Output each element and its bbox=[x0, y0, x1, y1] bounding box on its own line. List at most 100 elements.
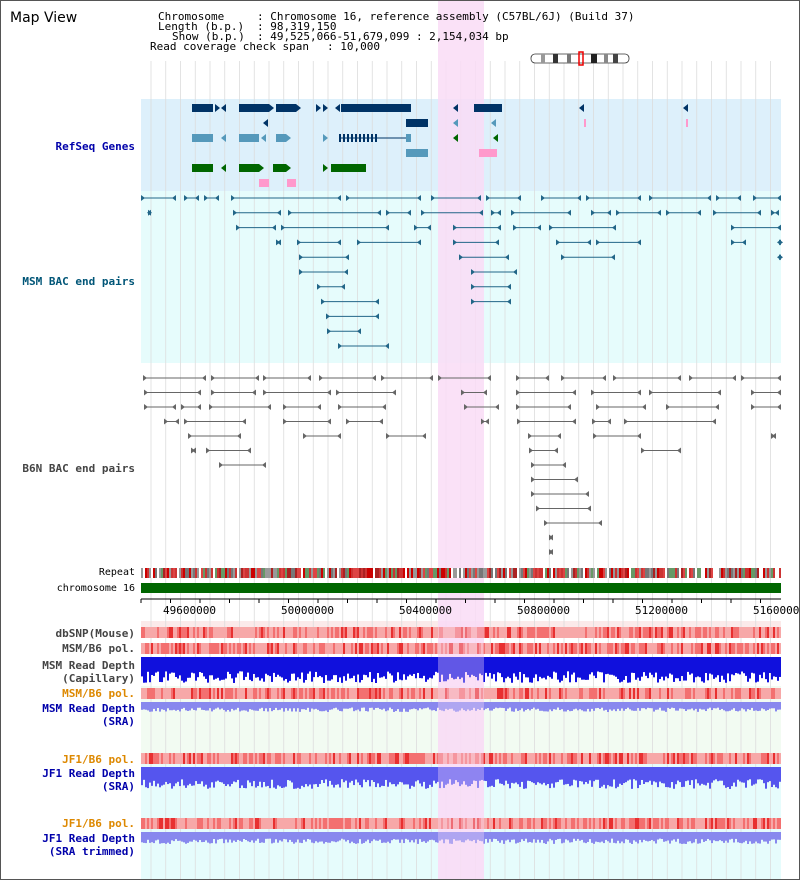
jf1-pol-heat bbox=[143, 753, 145, 764]
repeat-segment bbox=[659, 568, 661, 578]
dbsnp-heat bbox=[559, 627, 561, 638]
jf1-pol-heat bbox=[483, 753, 485, 764]
jf1-pol2-heat bbox=[547, 818, 549, 829]
jf1-pol2-heat bbox=[179, 818, 181, 829]
msm-pol-heat bbox=[309, 643, 311, 654]
jf1-pol-heat bbox=[435, 753, 437, 764]
msm-pol2-heat bbox=[251, 688, 253, 699]
msm-pol2-heat bbox=[619, 688, 621, 699]
msm-bac-pair-end bbox=[471, 298, 475, 305]
msm-sra-depth bbox=[407, 702, 409, 712]
jf1-pol2-heat bbox=[433, 818, 435, 829]
repeat-segment bbox=[177, 568, 179, 578]
repeat-segment bbox=[529, 568, 531, 578]
msm-sra-depth bbox=[339, 702, 341, 712]
jf1-sra-depth bbox=[545, 767, 547, 786]
repeat-segment bbox=[175, 568, 177, 578]
msm-pol2-heat bbox=[321, 688, 323, 699]
msm-pol2-heat bbox=[373, 688, 375, 699]
msm-pol2-heat bbox=[599, 688, 601, 699]
msm-pol2-heat bbox=[377, 688, 379, 699]
msm-capillary-depth bbox=[147, 657, 149, 672]
b6n-bac-pair-end bbox=[211, 375, 215, 381]
msm-capillary-depth bbox=[759, 657, 761, 675]
msm-capillary-depth bbox=[639, 657, 641, 681]
dbsnp-heat bbox=[313, 627, 315, 638]
dbsnp-heat bbox=[761, 627, 763, 638]
msm-pol-heat bbox=[301, 643, 303, 654]
track-label-msm-bac: MSM BAC end pairs bbox=[22, 275, 135, 288]
ideogram-band bbox=[553, 54, 558, 63]
msm-capillary-depth bbox=[305, 657, 307, 680]
jf1-pol2-heat bbox=[499, 818, 501, 829]
msm-bac-pair-end bbox=[147, 209, 151, 216]
msm-pol-heat bbox=[169, 643, 171, 654]
jf1-trimmed-depth bbox=[479, 832, 481, 841]
msm-pol2-heat bbox=[471, 688, 473, 699]
b6n-bac-pair-end bbox=[751, 404, 755, 410]
jf1-pol2-heat bbox=[679, 818, 681, 829]
msm-pol-heat bbox=[751, 643, 753, 654]
jf1-sra-depth bbox=[325, 767, 327, 780]
jf1-pol2-heat bbox=[343, 818, 345, 829]
repeat-segment bbox=[251, 568, 253, 578]
msm-pol-heat bbox=[531, 643, 533, 654]
msm-pol-heat bbox=[523, 643, 525, 654]
msm-sra-depth bbox=[771, 702, 773, 709]
msm-capillary-depth bbox=[565, 657, 567, 678]
jf1-trimmed-depth bbox=[617, 832, 619, 841]
jf1-pol-heat bbox=[153, 753, 155, 764]
jf1-sra-depth bbox=[271, 767, 273, 780]
repeat-segment bbox=[359, 568, 361, 578]
msm-sra-depth bbox=[663, 702, 665, 711]
msm-sra-depth bbox=[615, 702, 617, 712]
jf1-pol-heat bbox=[759, 753, 761, 764]
jf1-pol-heat bbox=[717, 753, 719, 764]
msm-bac-pair-end bbox=[417, 195, 421, 201]
jf1-pol2-heat bbox=[295, 818, 297, 829]
jf1-sra-depth bbox=[445, 767, 447, 785]
jf1-pol2-heat bbox=[401, 818, 403, 829]
jf1-trimmed-depth bbox=[301, 832, 303, 844]
dbsnp-heat bbox=[247, 627, 249, 638]
dbsnp-heat bbox=[689, 627, 691, 638]
msm-sra-depth bbox=[445, 702, 447, 709]
msm-pol-heat bbox=[687, 643, 689, 654]
msm-sra-depth bbox=[191, 702, 193, 709]
dbsnp-heat bbox=[655, 627, 657, 638]
refseq-gene bbox=[479, 149, 497, 157]
chromosome-bar bbox=[141, 583, 781, 593]
jf1-pol2-heat bbox=[317, 818, 319, 829]
msm-sra-depth bbox=[737, 702, 739, 712]
jf1-pol-heat bbox=[201, 753, 203, 764]
jf1-pol-heat bbox=[703, 753, 705, 764]
jf1-sra-depth bbox=[153, 767, 155, 781]
jf1-pol2-heat bbox=[627, 818, 629, 829]
jf1-pol-heat bbox=[509, 753, 511, 764]
msm-sra-depth bbox=[675, 702, 677, 711]
dbsnp-heat bbox=[279, 627, 281, 638]
msm-sra-depth bbox=[271, 702, 273, 712]
msm-pol-heat bbox=[485, 643, 487, 654]
jf1-pol2-heat bbox=[581, 818, 583, 829]
jf1-pol-heat bbox=[581, 753, 583, 764]
msm-capillary-depth bbox=[299, 657, 301, 679]
jf1-sra-depth bbox=[673, 767, 675, 789]
msm-sra-depth bbox=[731, 702, 733, 710]
repeat-segment bbox=[187, 568, 189, 578]
jf1-pol2-heat bbox=[659, 818, 661, 829]
jf1-trimmed-depth bbox=[721, 832, 723, 842]
msm-sra-depth bbox=[751, 702, 753, 708]
msm-pol2-heat bbox=[723, 688, 725, 699]
jf1-trimmed-depth bbox=[519, 832, 521, 843]
dbsnp-heat bbox=[323, 627, 325, 638]
jf1-trimmed-depth bbox=[469, 832, 471, 841]
msm-capillary-depth bbox=[377, 657, 379, 674]
repeat-segment bbox=[387, 568, 389, 578]
dbsnp-heat bbox=[433, 627, 435, 638]
b6n-bac-pair-end bbox=[172, 404, 176, 410]
msm-capillary-depth bbox=[415, 657, 417, 679]
b6n-bac-pair-end bbox=[516, 389, 520, 396]
msm-sra-depth bbox=[563, 702, 565, 712]
